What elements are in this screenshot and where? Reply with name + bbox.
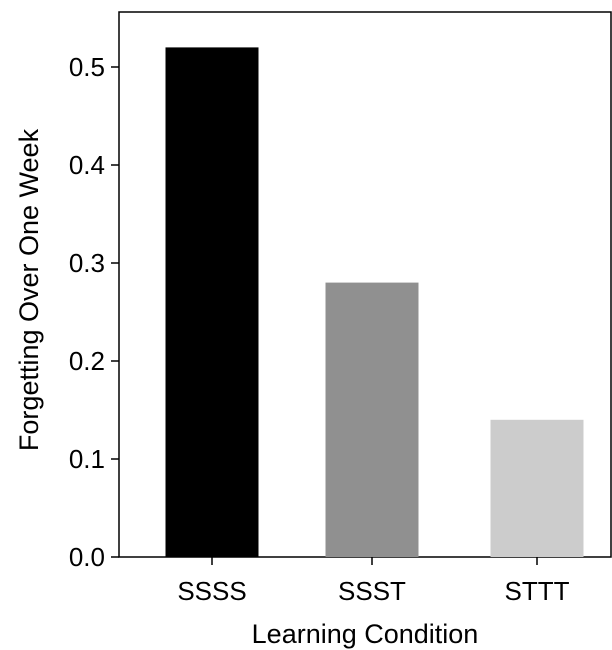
y-tick-label: 0.1 xyxy=(69,444,105,474)
y-tick-label: 0.5 xyxy=(69,52,105,82)
bar-ssst xyxy=(325,282,419,557)
bar-sttt xyxy=(490,419,584,557)
y-tick-label: 0.0 xyxy=(69,542,105,572)
x-tick-label: SSSS xyxy=(177,576,246,606)
y-tick-label: 0.3 xyxy=(69,248,105,278)
y-axis-title: Forgetting Over One Week xyxy=(14,128,44,451)
y-tick-label: 0.2 xyxy=(69,346,105,376)
y-tick-label: 0.4 xyxy=(69,150,105,180)
x-axis-title: Learning Condition xyxy=(252,619,479,649)
y-axis: 0.0 0.1 0.2 0.3 0.4 0.5 xyxy=(69,52,119,572)
x-tick-label: SSST xyxy=(338,576,406,606)
x-tick-label: STTT xyxy=(505,576,570,606)
bar-ssss xyxy=(165,47,259,558)
bars xyxy=(165,47,584,558)
x-axis: SSSS SSST STTT xyxy=(177,557,570,606)
